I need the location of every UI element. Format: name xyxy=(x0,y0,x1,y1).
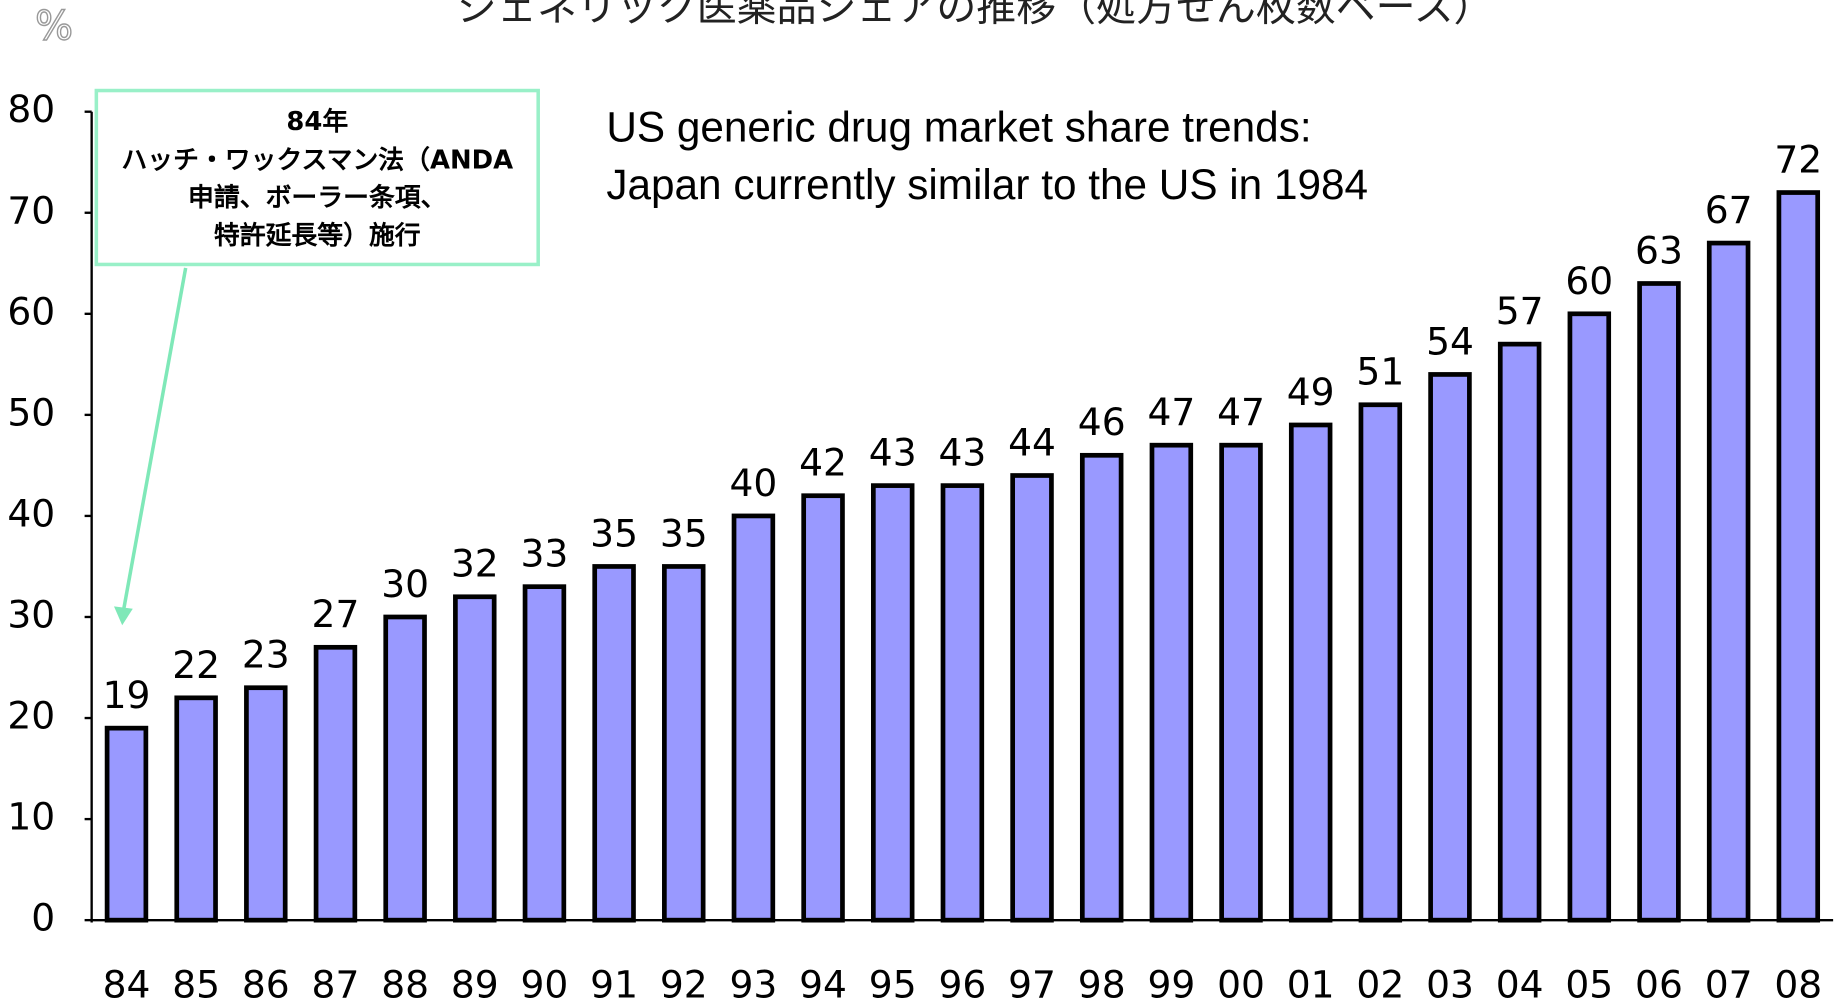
bar xyxy=(522,584,567,923)
data-label: 54 xyxy=(1426,319,1474,363)
bar xyxy=(1776,190,1821,923)
x-tick-label: 02 xyxy=(1356,963,1404,1006)
x-tick-label: 98 xyxy=(1078,963,1126,1006)
bar xyxy=(1288,422,1333,923)
bar xyxy=(870,483,915,923)
annotation: 申請、ボーラー条項、 xyxy=(188,182,446,213)
x-tick-label: 99 xyxy=(1147,963,1195,1006)
data-label: 44 xyxy=(1008,420,1056,464)
data-label: 32 xyxy=(451,542,499,586)
data-label: 43 xyxy=(869,431,917,475)
data-label: 22 xyxy=(172,643,220,687)
x-tick-label: 88 xyxy=(381,963,429,1006)
subtitle: US generic drug market share trends: xyxy=(606,104,1311,151)
bar xyxy=(1149,442,1194,923)
data-label: 40 xyxy=(729,461,777,505)
x-tick-label: 03 xyxy=(1426,963,1474,1006)
x-tick-label: 89 xyxy=(451,963,499,1006)
data-label: 47 xyxy=(1217,390,1265,434)
annotation: 特許延長等）施行 xyxy=(214,220,421,251)
data-label: 51 xyxy=(1356,350,1404,394)
x-tick-label: 00 xyxy=(1217,963,1265,1006)
bar xyxy=(453,594,497,923)
x-tick-label: 92 xyxy=(660,963,708,1006)
annotation: ハッチ・ワックスマン法（ANDA xyxy=(121,146,513,176)
data-label: 47 xyxy=(1147,390,1195,434)
x-tick-label: 96 xyxy=(938,963,986,1006)
bar xyxy=(1219,442,1263,923)
y-tick-label: 30 xyxy=(7,592,55,636)
bar xyxy=(313,644,358,923)
annotation: 84年 xyxy=(286,106,348,137)
data-label: 46 xyxy=(1078,400,1126,444)
data-label: 43 xyxy=(938,431,986,475)
bar xyxy=(104,725,149,923)
y-axis-label: % xyxy=(35,3,73,49)
data-label: 33 xyxy=(521,532,569,576)
x-tick-label: 93 xyxy=(729,963,777,1006)
annotation-box xyxy=(94,88,540,267)
data-label: 35 xyxy=(590,511,638,555)
x-tick-label: 01 xyxy=(1287,963,1335,1006)
x-tick-label: 06 xyxy=(1635,963,1683,1006)
data-label: 49 xyxy=(1287,370,1335,414)
bar xyxy=(1567,311,1612,923)
annotation-arrow xyxy=(121,267,188,612)
y-tick-label: 40 xyxy=(7,491,55,535)
subtitle: Japan currently similar to the US in 198… xyxy=(606,161,1368,208)
data-label: 19 xyxy=(103,673,151,717)
data-label: 23 xyxy=(242,633,290,677)
bar xyxy=(1706,240,1751,923)
arrow-head xyxy=(113,606,133,626)
y-tick-label: 70 xyxy=(7,188,55,232)
y-tick-label: 60 xyxy=(7,289,55,333)
data-label: 35 xyxy=(660,511,708,555)
y-tick-label: 80 xyxy=(7,87,55,131)
x-tick-label: 07 xyxy=(1705,963,1753,1006)
chart-title: ジェネリック医薬品シェアの推移（処方せん枚数ベース） xyxy=(457,0,1493,30)
x-tick-label: 95 xyxy=(869,963,917,1006)
x-tick-label: 90 xyxy=(521,963,569,1006)
bar xyxy=(731,513,776,923)
bar xyxy=(662,564,706,923)
bar xyxy=(801,493,845,923)
data-label: 30 xyxy=(381,562,429,606)
bar xyxy=(1428,372,1472,923)
x-tick-label: 97 xyxy=(1008,963,1056,1006)
data-label: 63 xyxy=(1635,228,1683,272)
bar xyxy=(174,695,218,923)
x-tick-label: 86 xyxy=(242,963,290,1006)
data-label: 42 xyxy=(799,441,847,485)
y-tick-label: 50 xyxy=(7,390,55,434)
bar xyxy=(592,564,636,923)
data-label: 60 xyxy=(1565,259,1613,303)
x-tick-label: 04 xyxy=(1496,963,1544,1006)
data-label: 72 xyxy=(1774,137,1822,181)
y-tick-label: 20 xyxy=(7,694,55,738)
bar xyxy=(244,685,288,923)
x-tick-label: 91 xyxy=(590,963,638,1006)
x-tick-label: 08 xyxy=(1774,963,1822,1006)
data-label: 57 xyxy=(1496,289,1544,333)
x-tick-label: 85 xyxy=(172,963,220,1006)
data-label: 67 xyxy=(1705,188,1753,232)
y-tick-label: 10 xyxy=(7,795,55,839)
data-label: 27 xyxy=(312,592,360,636)
x-tick-label: 84 xyxy=(103,963,151,1006)
bar xyxy=(1079,452,1124,923)
bar xyxy=(1358,402,1403,923)
bar xyxy=(1637,281,1681,923)
x-tick-label: 05 xyxy=(1565,963,1613,1006)
y-tick-label: 0 xyxy=(31,896,55,940)
x-tick-label: 87 xyxy=(312,963,360,1006)
bar xyxy=(1010,473,1054,923)
bar xyxy=(383,614,427,923)
x-tick-label: 94 xyxy=(799,963,847,1006)
bar xyxy=(940,483,985,923)
bar xyxy=(1497,341,1542,923)
